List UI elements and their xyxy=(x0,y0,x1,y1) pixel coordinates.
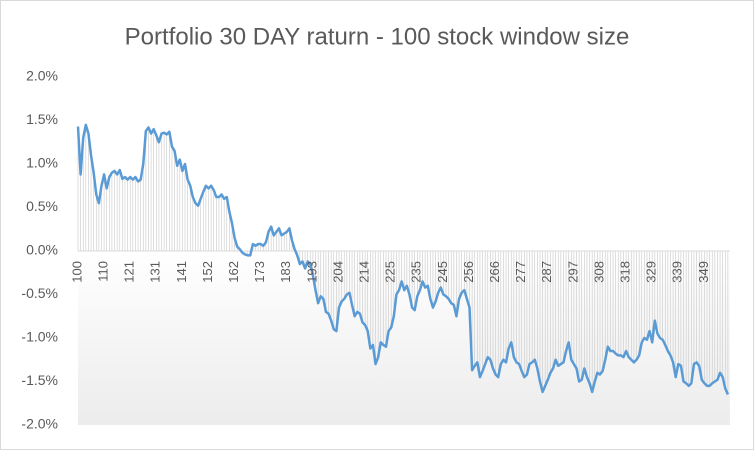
x-tick-label: 214 xyxy=(357,261,372,283)
x-tick-label: 349 xyxy=(696,261,711,283)
y-tick-label: -2.0% xyxy=(21,416,58,432)
x-tick-label: 193 xyxy=(304,261,319,283)
data-line xyxy=(76,123,730,396)
x-tick-label: 131 xyxy=(148,261,163,283)
x-tick-label: 266 xyxy=(487,261,502,283)
x-tick-label: 329 xyxy=(644,261,659,283)
x-tick-label: 110 xyxy=(96,261,111,282)
y-tick-label: 2.0% xyxy=(26,68,58,84)
x-tick-label: 183 xyxy=(278,261,293,283)
x-tick-label: 245 xyxy=(435,261,450,283)
x-tick-label: 141 xyxy=(174,261,189,283)
plot-shade xyxy=(78,251,730,425)
y-tick-label: -1.0% xyxy=(21,329,58,345)
x-tick-label: 256 xyxy=(461,261,476,283)
x-tick-label: 100 xyxy=(69,261,84,283)
x-tick-label: 204 xyxy=(330,261,345,283)
y-tick-label: 0.5% xyxy=(26,198,58,214)
y-tick-label: 1.5% xyxy=(26,111,58,127)
y-tick-label: 1.0% xyxy=(26,155,58,171)
x-tick-label: 173 xyxy=(252,261,267,283)
y-tick-label: -1.5% xyxy=(21,372,58,388)
x-tick-label: 287 xyxy=(539,261,554,283)
x-tick-label: 277 xyxy=(513,261,528,283)
y-tick-label: 0.0% xyxy=(26,242,58,258)
x-tick-label: 121 xyxy=(122,261,137,283)
x-tick-label: 225 xyxy=(383,261,398,283)
x-tick-label: 152 xyxy=(200,261,215,283)
x-tick-label: 308 xyxy=(591,261,606,283)
x-tick-label: 235 xyxy=(409,261,424,283)
x-tick-label: 318 xyxy=(618,261,633,283)
y-tick-label: -0.5% xyxy=(21,285,58,301)
chart-title: Portfolio 30 DAY raturn - 100 stock wind… xyxy=(125,23,630,50)
x-tick-label: 339 xyxy=(670,261,685,283)
x-tick-label: 297 xyxy=(565,261,580,283)
x-tick-label: 162 xyxy=(226,261,241,283)
